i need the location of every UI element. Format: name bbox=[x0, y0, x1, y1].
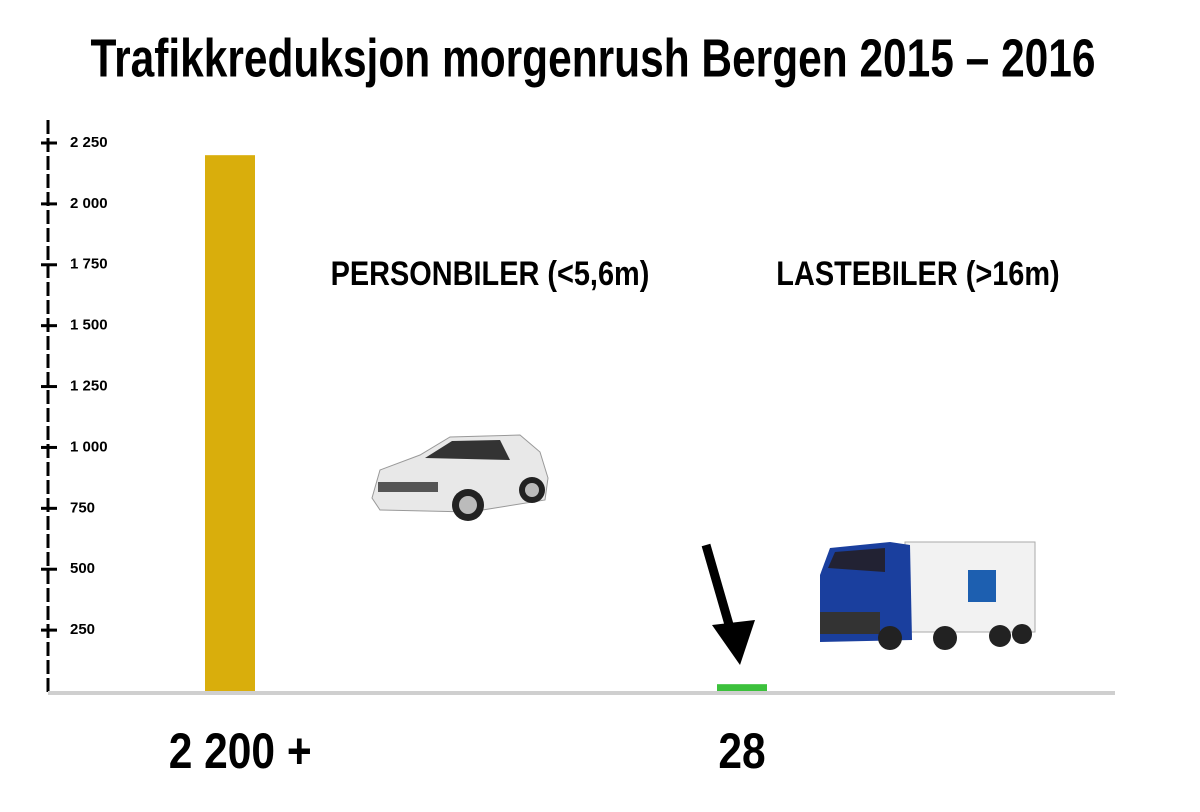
y-tick-label: 750 bbox=[70, 499, 95, 516]
bar bbox=[205, 155, 255, 691]
truck-image bbox=[820, 541, 1036, 650]
y-tick-label: 1 500 bbox=[70, 317, 108, 334]
value-label: 28 bbox=[718, 723, 765, 779]
y-tick-label: 500 bbox=[70, 560, 95, 577]
category-label: PERSONBILER (<5,6m) bbox=[331, 254, 650, 293]
value-label: 2 200 + bbox=[169, 723, 312, 779]
y-tick-label: 1 750 bbox=[70, 256, 108, 273]
y-tick-label: 2 250 bbox=[70, 134, 108, 151]
y-tick-label: 250 bbox=[70, 621, 95, 638]
car-image bbox=[371, 434, 549, 521]
y-tick-label: 1 250 bbox=[70, 378, 108, 395]
chart-title: Trafikkreduksjon morgenrush Bergen 2015 … bbox=[91, 28, 1096, 88]
bar bbox=[717, 684, 767, 691]
arrow bbox=[701, 543, 755, 665]
y-tick-label: 1 000 bbox=[70, 438, 108, 455]
y-tick-label: 2 000 bbox=[70, 195, 108, 212]
category-label: LASTEBILER (>16m) bbox=[776, 254, 1059, 293]
